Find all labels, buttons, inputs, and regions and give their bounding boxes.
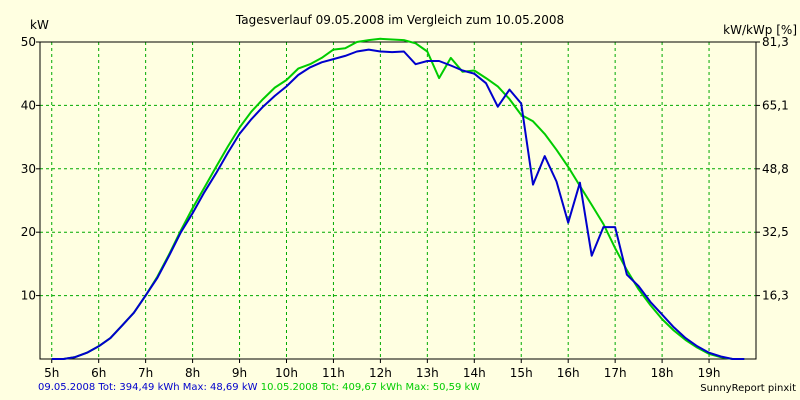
y-tick-label-right: 16,3 bbox=[762, 289, 789, 303]
y-tick-label-right: 65,1 bbox=[762, 98, 789, 112]
y-axis-label-left: kW bbox=[30, 18, 49, 32]
x-tick-label: 16h bbox=[557, 366, 580, 380]
x-tick-label: 13h bbox=[416, 366, 439, 380]
x-tick-label: 15h bbox=[510, 366, 533, 380]
plot-background bbox=[40, 42, 756, 359]
x-tick-label: 8h bbox=[185, 366, 200, 380]
y-tick-label-left: 40 bbox=[21, 98, 36, 112]
y-tick-label-left: 10 bbox=[21, 289, 36, 303]
legend-footer: 09.05.2008 Tot: 394,49 kWh Max: 48,69 kW… bbox=[38, 382, 480, 393]
x-tick-label: 17h bbox=[604, 366, 627, 380]
y-tick-label-right: 32,5 bbox=[762, 225, 789, 239]
legend-series-2: 10.05.2008 Tot: 409,67 kWh Max: 50,59 kW bbox=[260, 382, 481, 393]
y-tick-label-left: 30 bbox=[21, 162, 36, 176]
x-tick-label: 11h bbox=[322, 366, 345, 380]
y-tick-label-right: 81,3 bbox=[762, 35, 789, 49]
y-axis-label-right: kW/kWp [%] bbox=[723, 23, 797, 37]
y-tick-label-right: 48,8 bbox=[762, 162, 789, 176]
x-tick-label: 7h bbox=[138, 366, 153, 380]
plot-area: 5h 6h 7h 8h 9h 10h 11h 12h 13h 14h 15h 16h 17h 18h 19h… bbox=[21, 35, 789, 380]
x-tick-label: 18h bbox=[651, 366, 674, 380]
x-tick-label: 6h bbox=[91, 366, 106, 380]
credit-text: SunnyReport pinxit bbox=[700, 383, 796, 394]
legend-series-1: 09.05.2008 Tot: 394,49 kWh Max: 48,69 kW bbox=[38, 382, 258, 393]
x-tick-label: 19h bbox=[698, 366, 721, 380]
x-tick-label: 12h bbox=[369, 366, 392, 380]
plot-frame bbox=[39, 41, 757, 360]
y-tick-label-left: 20 bbox=[21, 225, 36, 239]
x-tick-label: 9h bbox=[232, 366, 247, 380]
y-tick-label-left: 50 bbox=[21, 35, 36, 49]
series-line-1 bbox=[51, 48, 745, 360]
x-tick-label: 14h bbox=[463, 366, 486, 380]
x-tick-label: 5h bbox=[44, 366, 59, 380]
chart-title: Tagesverlauf 09.05.2008 im Vergleich zum… bbox=[235, 13, 564, 27]
x-tick-label: 10h bbox=[275, 366, 298, 380]
